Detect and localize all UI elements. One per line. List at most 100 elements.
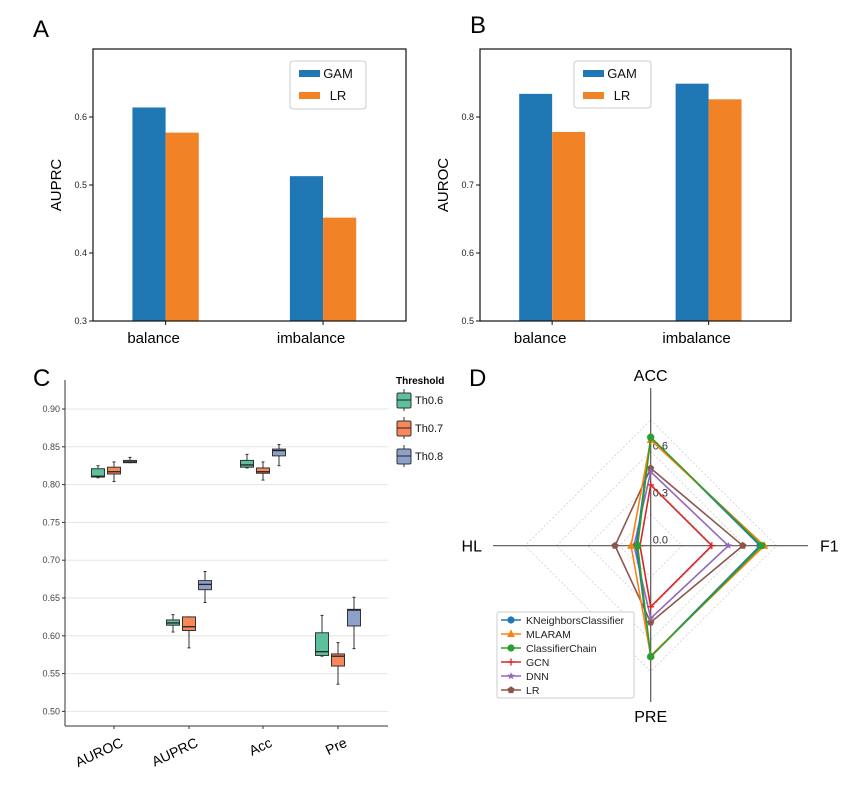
y-tick-label: 0.50 — [42, 706, 60, 716]
box-th07-acc — [256, 461, 270, 481]
bar-lr-balance — [552, 131, 586, 321]
box-iqr — [107, 466, 121, 475]
marker-pentagon — [507, 686, 515, 694]
bar-gam-imbalance — [675, 83, 709, 322]
box-iqr — [272, 448, 286, 457]
legend-label-th06: Th0.6 — [415, 395, 443, 407]
box-th08-auroc — [123, 456, 137, 464]
legend-item-kneighborsclassifier: KNeighborsClassifier — [501, 615, 625, 627]
marker-star — [507, 672, 515, 680]
y-tick-label: 0.70 — [42, 555, 60, 565]
bar-lr-imbalance — [323, 217, 357, 321]
marker-star — [646, 614, 655, 622]
legend: GAM LR — [289, 60, 367, 110]
panel-label-c: C — [33, 365, 50, 392]
bar-gam-balance — [132, 107, 166, 321]
box-th07-pre — [331, 642, 345, 685]
box-iqr — [240, 459, 254, 468]
box-iqr — [198, 580, 212, 591]
y-axis-label: AUROC — [435, 158, 452, 212]
radar-series-classifierchain — [634, 433, 766, 661]
radar-grid-ring — [524, 419, 777, 672]
box-th06-pre — [315, 614, 329, 657]
marker-triangle — [627, 541, 636, 549]
legend-item-dnn: DNN — [501, 671, 549, 683]
legend-swatch-lr — [299, 92, 320, 99]
legend-label-th08: Th0.8 — [415, 451, 443, 463]
y-tick-label: 0.60 — [42, 631, 60, 641]
y-tick-label: 0.6 — [74, 112, 87, 122]
x-tick-label: balance — [127, 330, 180, 347]
bar-lr-balance — [165, 132, 199, 321]
box-iqr — [347, 608, 361, 627]
box-th08-acc — [272, 444, 286, 467]
y-tick-label: 0.75 — [42, 517, 60, 527]
bar-gam-imbalance — [289, 176, 324, 321]
marker-circle — [647, 433, 655, 441]
box-iqr — [256, 467, 270, 474]
radar-axis-label-hl: HL — [462, 539, 483, 556]
box-th06-auprc — [166, 614, 180, 633]
marker-plus — [507, 658, 515, 666]
marker-circle — [647, 653, 655, 661]
marker-pentagon — [611, 541, 619, 549]
panel-label-d: D — [469, 365, 486, 392]
legend-title: Threshold — [396, 376, 444, 387]
legend: GAM LR — [573, 60, 652, 109]
y-tick-label: 0.7 — [461, 180, 474, 190]
radar-axis-label-acc: ACC — [634, 368, 668, 385]
radial-tick-label: 0.0 — [653, 535, 668, 547]
marker-circle — [758, 542, 766, 550]
x-tick-label: AUROC — [73, 734, 126, 770]
legend-label-gam: GAM — [607, 66, 637, 81]
marker-plus — [647, 603, 655, 611]
marker-circle — [634, 542, 642, 550]
radar-series-dnn — [630, 467, 733, 622]
box-th07-auroc — [107, 461, 121, 483]
radar-grid-ring — [555, 450, 746, 641]
legend-label-lr: LR — [330, 88, 347, 103]
legend-label-gam: GAM — [323, 66, 353, 81]
panel-c-box-plot: 0.50 0.55 0.60 0.65 0.70 0.75 0.80 0.85 0.90 AURO… — [42, 376, 444, 770]
y-tick-label: 0.55 — [42, 669, 60, 679]
y-tick-label: 0.8 — [461, 112, 474, 122]
y-tick-label: 0.65 — [42, 593, 60, 603]
box-th07-auprc — [182, 616, 196, 649]
marker-plus — [647, 481, 655, 489]
radar-axis-label-f1: F1 — [820, 539, 839, 556]
box-th08-pre — [347, 596, 361, 650]
legend-item-classifierchain: ClassifierChain — [501, 643, 597, 655]
marker-star — [724, 541, 733, 549]
box-th06-acc — [240, 453, 254, 469]
box-iqr — [182, 616, 196, 632]
legend-item-lr: LR — [501, 685, 540, 697]
marker-triangle — [507, 629, 515, 637]
legend-swatch-lr — [583, 92, 604, 99]
box-iqr — [315, 632, 329, 656]
y-tick-label: 0.6 — [461, 248, 474, 258]
panel-label-b: B — [470, 12, 486, 39]
bar-lr-imbalance — [708, 99, 742, 321]
panel-b-bar-chart: 0.5 0.6 0.7 0.8 balance imbalance AUROC GAM LR — [435, 48, 792, 347]
radar-series-lr — [611, 464, 747, 626]
legend-frame — [496, 611, 635, 699]
panel-a-bar-chart: 0.3 0.4 0.5 0.6 balance imbalance AUPRC GAM LR — [48, 48, 407, 347]
box-th06-auroc — [91, 465, 105, 479]
legend: Threshold Th0.6 Th0.7 Th0.8 — [396, 376, 444, 467]
legend-label: MLARAM — [526, 629, 571, 641]
legend-item-gcn: GCN — [501, 657, 549, 669]
legend-label: LR — [526, 685, 540, 697]
legend-label: ClassifierChain — [526, 643, 597, 655]
y-tick-label: 0.85 — [42, 442, 60, 452]
legend-label: DNN — [526, 671, 549, 683]
x-tick-label: imbalance — [662, 330, 730, 347]
y-tick-label: 0.4 — [74, 248, 87, 258]
bar-gam-balance — [519, 93, 553, 321]
legend-item-mlaram: MLARAM — [501, 629, 571, 641]
panel-label-a: A — [33, 16, 49, 43]
radar-legend: KNeighborsClassifier MLARAM ClassifierChai… — [496, 611, 635, 699]
radar-axis-label-pre: PRE — [634, 709, 667, 726]
marker-plus — [708, 542, 716, 550]
